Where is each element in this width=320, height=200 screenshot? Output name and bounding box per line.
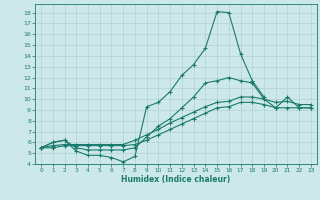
X-axis label: Humidex (Indice chaleur): Humidex (Indice chaleur) bbox=[121, 175, 231, 184]
